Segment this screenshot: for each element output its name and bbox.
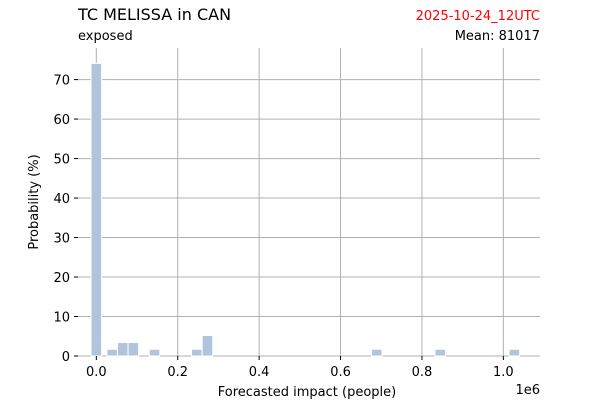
histogram-bar — [116, 342, 129, 357]
x-tick-label: 1.0 — [493, 365, 514, 380]
y-tick-label: 60 — [53, 113, 70, 128]
run-date: 2025-10-24_12UTC — [416, 9, 540, 24]
y-tick-label: 70 — [53, 74, 70, 89]
histogram-bar — [508, 348, 521, 357]
histogram-bar — [148, 348, 161, 357]
histogram-bar — [90, 62, 103, 357]
x-tick-label: 0.6 — [330, 365, 351, 380]
y-tick-label: 50 — [53, 153, 70, 168]
y-tick-label: 0 — [62, 350, 70, 365]
histogram-bar — [201, 334, 214, 357]
chart-title: TC MELISSA in CAN — [77, 5, 231, 24]
histogram-bar — [127, 342, 140, 357]
y-tick-label: 40 — [53, 192, 70, 207]
x-tick-label: 0.8 — [412, 365, 433, 380]
y-tick-label: 30 — [53, 232, 70, 247]
chart-subtitle: exposed — [78, 29, 133, 44]
grid-lines — [78, 48, 540, 357]
y-tick-label: 10 — [53, 311, 70, 326]
x-tick-label: 0.2 — [167, 365, 188, 380]
histogram-bar — [370, 348, 383, 357]
histogram-bar — [106, 348, 118, 357]
histogram-bar — [191, 348, 203, 357]
mean-value: Mean: 81017 — [455, 29, 540, 44]
x-axis-label: Forecasted impact (people) — [218, 385, 396, 400]
axis-ticks: 0 10 20 30 40 50 60 70 0.0 0.2 0.4 0.6 0.8 1.0 — [53, 74, 513, 380]
x-axis-offset-label: 1e6 — [515, 383, 540, 398]
y-tick-label: 20 — [53, 271, 70, 286]
x-tick-label: 0.4 — [249, 365, 270, 380]
y-axis-label: Probability (%) — [27, 154, 42, 249]
x-tick-label: 0.0 — [86, 365, 107, 380]
histogram-bars — [90, 62, 521, 357]
histogram-bar — [434, 348, 447, 357]
